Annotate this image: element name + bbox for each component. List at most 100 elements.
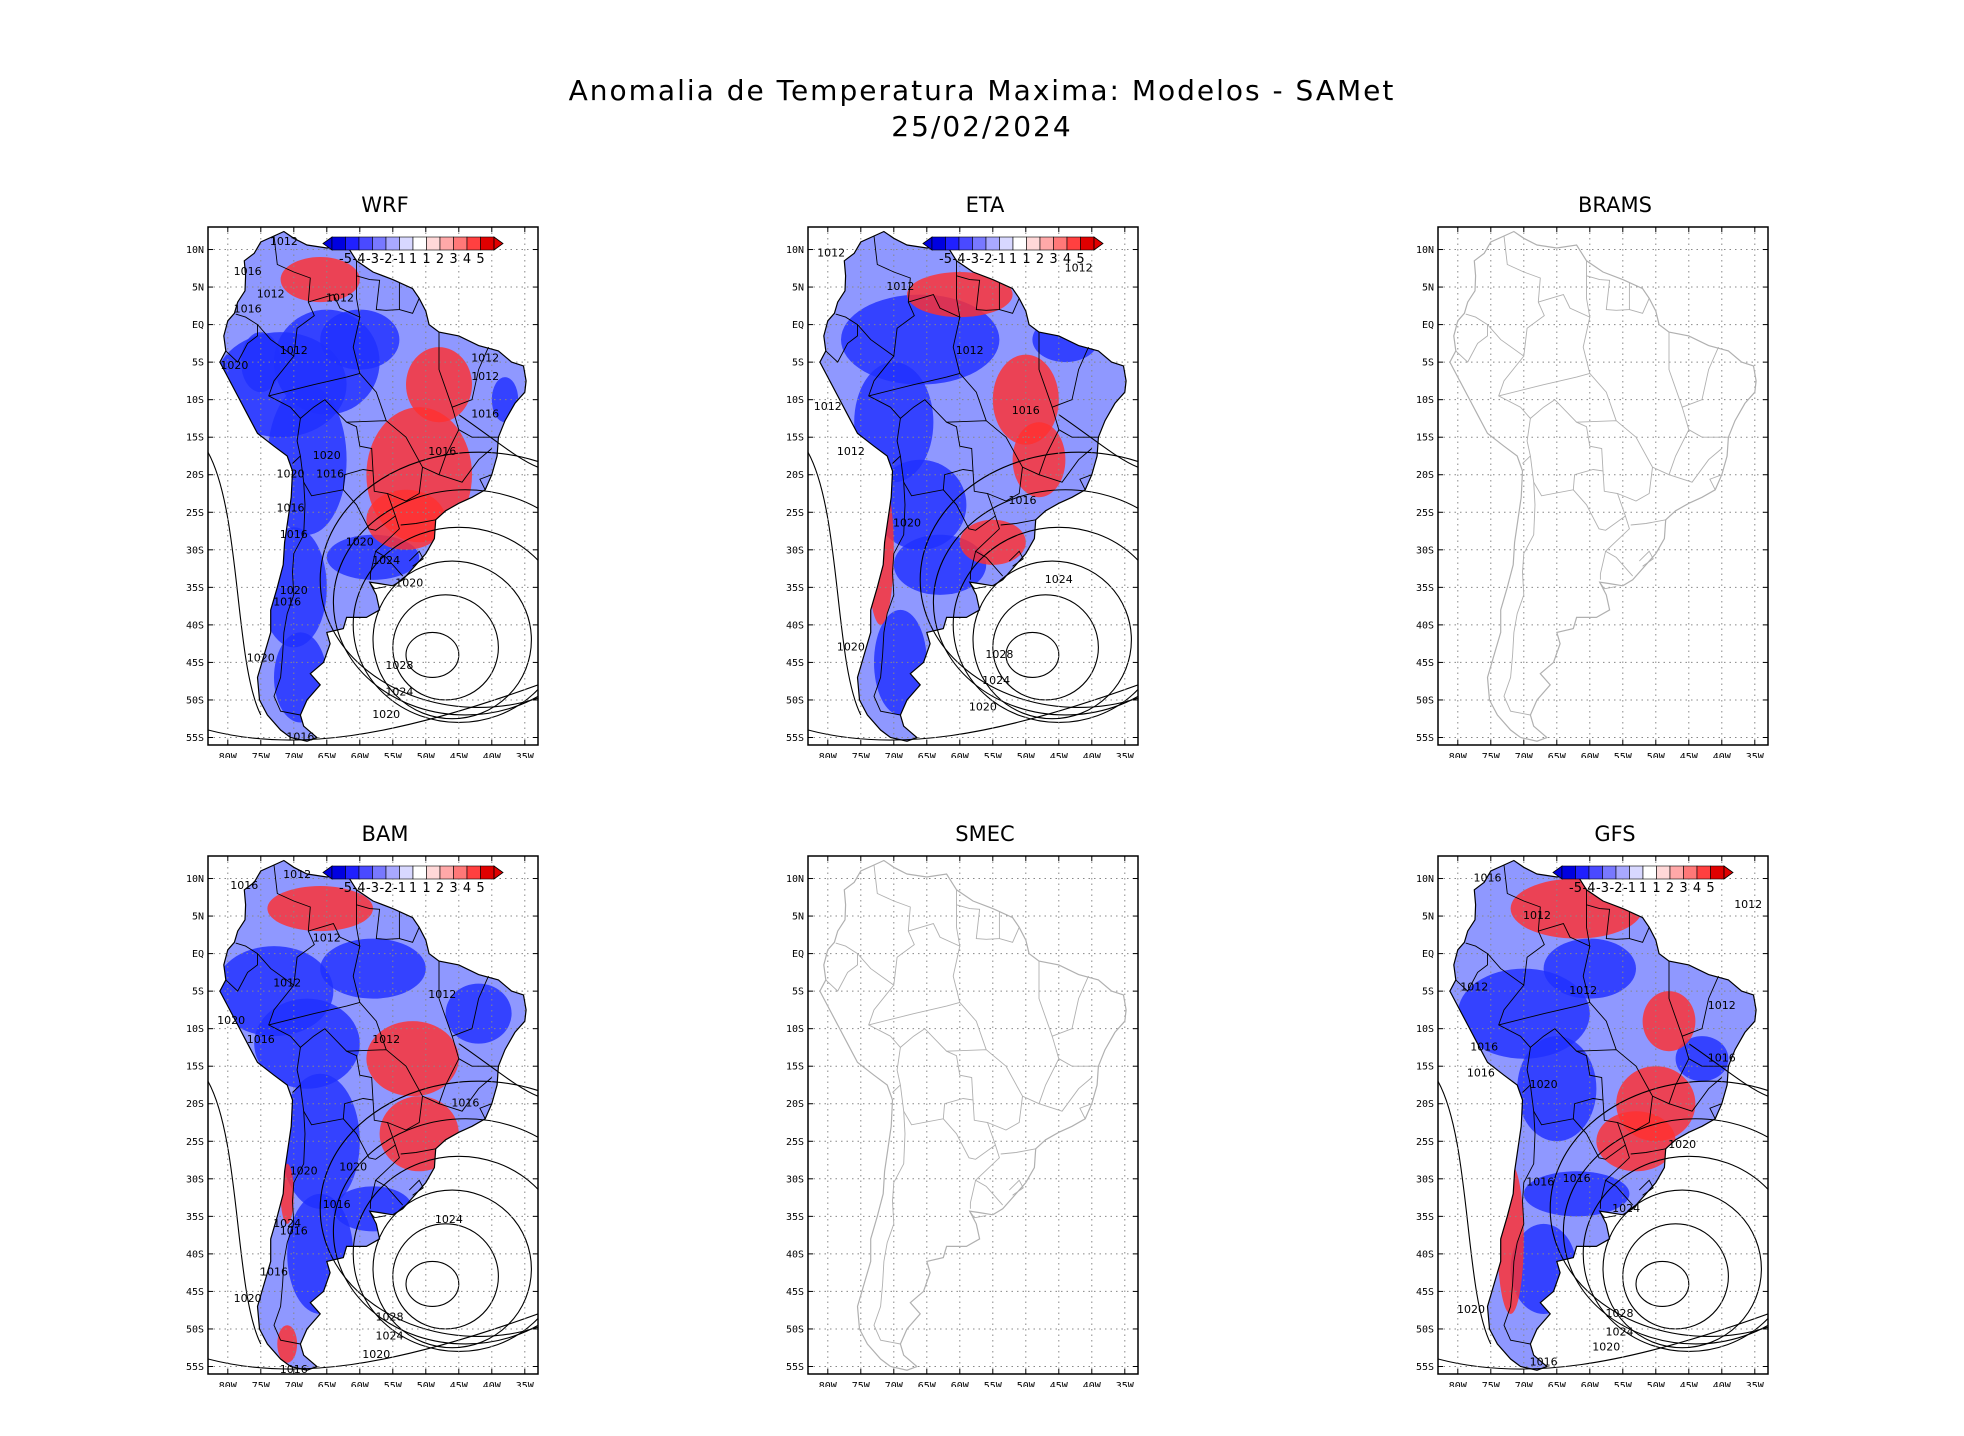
isobar (332, 1118, 538, 1345)
colorbar-label: -1 (393, 881, 406, 896)
isobar-label: 1012 (257, 288, 285, 301)
country-border (1465, 235, 1545, 357)
cold-anomaly (320, 938, 426, 999)
colorbar-swatch (399, 865, 414, 880)
colorbar-swatch (985, 236, 1000, 251)
isobar-label: 1012 (837, 445, 865, 458)
isobar-label: 1020 (346, 535, 374, 548)
plot-frame (207, 226, 539, 746)
isobar (1602, 1189, 1762, 1349)
isobar-label: 1016 (234, 303, 262, 316)
isobar-label: 1012 (313, 932, 341, 945)
figure-date: 25/02/2024 (891, 110, 1073, 143)
grid (808, 856, 1138, 1374)
country-border (825, 953, 858, 992)
country-border (908, 889, 961, 947)
country-border (868, 372, 960, 397)
lon-tick-label: 40W (1083, 1381, 1102, 1387)
colorbar-swatch (958, 236, 973, 251)
plot-frame (807, 855, 1139, 1375)
isobar-label: 1020 (220, 359, 248, 372)
land-anomaly-base (1449, 860, 1757, 1371)
colorbar-swatch (1696, 865, 1711, 880)
lat-tick-label: 50S (786, 695, 804, 706)
panel-title: BAM (361, 822, 409, 846)
isobar (319, 451, 538, 708)
country-border (1529, 1028, 1604, 1126)
warm-anomaly (366, 489, 446, 550)
lat-tick-label: 10N (786, 245, 804, 256)
lat-tick-label: 10S (786, 1024, 804, 1035)
lat-tick-label: 5N (1422, 912, 1434, 923)
country-border (268, 1001, 360, 1026)
lon-tick-label: 75W (252, 752, 271, 758)
lat-tick-label: 45S (786, 658, 804, 669)
cold-anomaly (1543, 938, 1636, 999)
colorbar-swatch (999, 236, 1014, 251)
lat-tick-label: 5S (192, 987, 204, 998)
country-border (1503, 1111, 1536, 1345)
lat-tick-label: 20S (186, 1099, 204, 1110)
lat-tick-label: EQ (192, 949, 204, 960)
panel-title: ETA (965, 193, 1005, 217)
isobar-label: 1024 (372, 554, 400, 567)
panel-brams: BRAMS 10N 5N EQ 5S 10S 15S 20S 25S 30S 35S 40S 45S 5… (1405, 193, 1825, 758)
lat-tick-label: EQ (1422, 949, 1434, 960)
lat-tick-label: 10N (186, 874, 204, 885)
colorbar-label: 1 (409, 881, 417, 896)
lon-tick-label: 80W (219, 752, 238, 758)
lat-tick-label: 5S (792, 987, 804, 998)
country-border (1709, 1103, 1722, 1120)
lat-tick-label: 55S (786, 733, 804, 744)
lon-tick-label: 35W (1116, 1381, 1135, 1387)
colorbar-label: -1 (393, 252, 406, 267)
coast-detail (1638, 550, 1654, 567)
lat-tick-label: 15S (186, 1062, 204, 1073)
country-border (1455, 953, 1488, 992)
colorbar-extend-high (1093, 236, 1104, 251)
country-border (1709, 474, 1722, 491)
isobar-label: 1024 (1045, 573, 1073, 586)
colorbar-label: 5 (1076, 252, 1084, 267)
country-border (1572, 1099, 1626, 1160)
lon-tick-label: 55W (1614, 752, 1633, 758)
country-border (225, 953, 258, 992)
country-border (974, 1144, 1004, 1206)
country-border (868, 355, 901, 464)
panel-title: SMEC (955, 822, 1015, 846)
country-border (268, 355, 301, 464)
cold-anomaly (874, 609, 927, 715)
colorbar-swatch (439, 865, 454, 880)
isobar-label: 1016 (1467, 1067, 1495, 1080)
colorbar-swatch (931, 236, 946, 251)
country-border (1688, 429, 1729, 438)
colorbar-swatch (1066, 236, 1081, 251)
colorbar-label: -3 (366, 252, 379, 267)
lat-tick-label: 5N (192, 283, 204, 294)
isobar-label: 1024 (982, 674, 1010, 687)
isobar-label: 1020 (395, 577, 423, 590)
isobar-label: 1016 (1470, 1040, 1498, 1053)
isobar-label: 1012 (1569, 984, 1597, 997)
colorbar-label: 4 (463, 881, 471, 896)
isobar-label: 1016 (471, 408, 499, 421)
lat-tick-label: 5N (1422, 283, 1434, 294)
isobar (1622, 1223, 1729, 1330)
lon-tick-label: 35W (1746, 1381, 1765, 1387)
lat-tick-label: 20S (786, 1099, 804, 1110)
lat-tick-label: 25S (186, 1137, 204, 1148)
country-border (1038, 332, 1053, 408)
colorbar-label: 4 (1063, 252, 1071, 267)
colorbar-swatch (412, 865, 427, 880)
country-border (1498, 1001, 1590, 1026)
isobar-label: 1016 (286, 730, 314, 743)
isobar-label: 1024 (435, 1213, 463, 1226)
isobar (208, 1080, 262, 1345)
warm-anomaly (366, 1021, 459, 1097)
lat-tick-label: 45S (786, 1287, 804, 1298)
country-border (308, 889, 361, 947)
country-border (946, 975, 1089, 1105)
isobar-label: 1012 (280, 344, 308, 357)
lon-tick-label: 45W (1050, 1381, 1069, 1387)
country-border (952, 946, 987, 1050)
